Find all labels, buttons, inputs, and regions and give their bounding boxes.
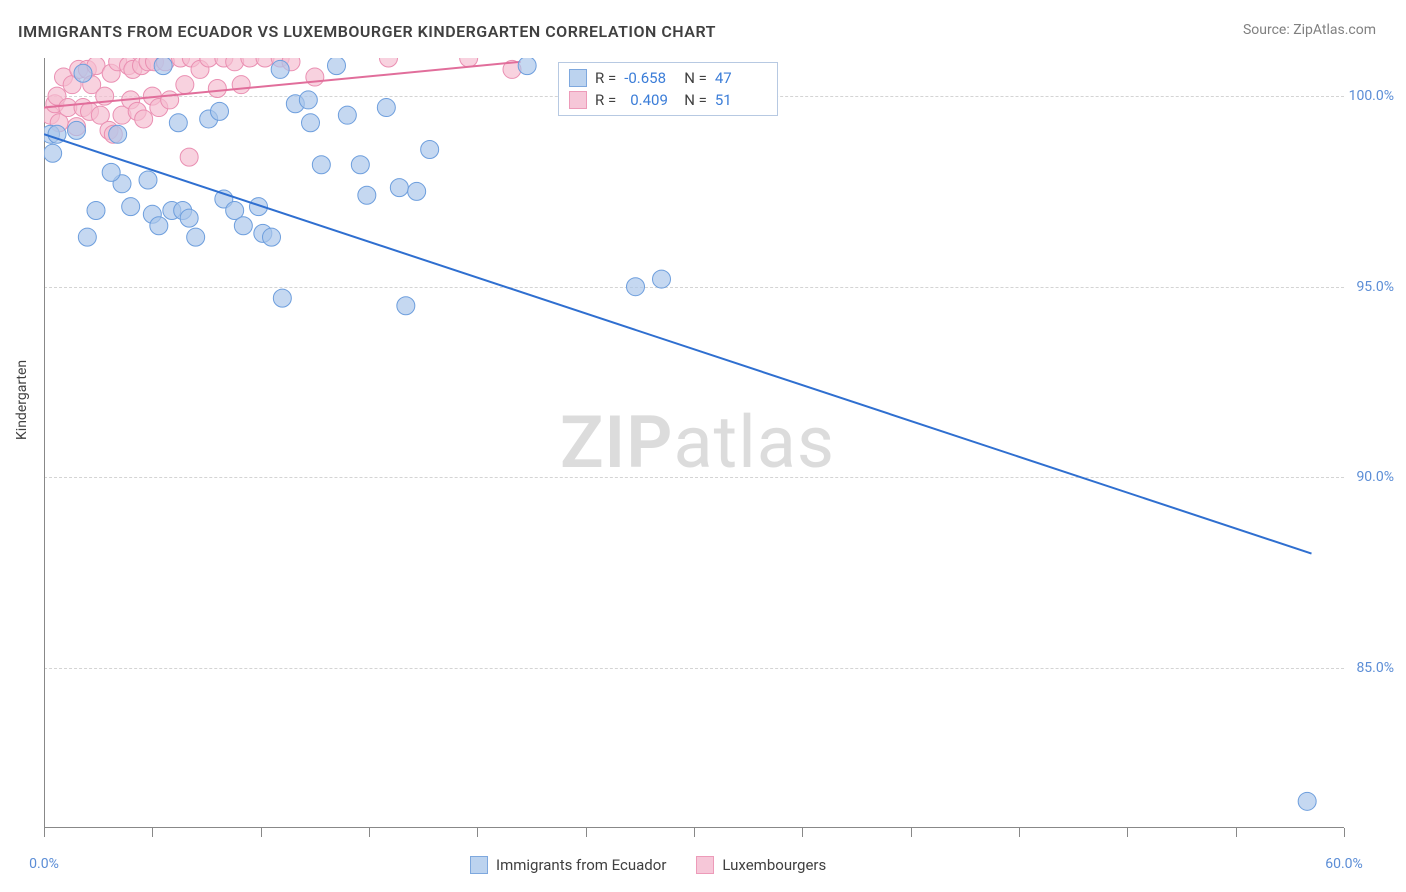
x-tick	[261, 828, 262, 837]
legend-item-blue: Immigrants from Ecuador	[470, 856, 666, 874]
legend-label-blue: Immigrants from Ecuador	[496, 856, 666, 874]
stats-row-blue: R = -0.658 N = 47	[569, 67, 767, 89]
marker-blue	[44, 144, 62, 162]
legend-swatch-pink	[696, 856, 714, 874]
x-tick	[694, 828, 695, 837]
source-prefix: Source:	[1243, 22, 1293, 38]
x-tick	[152, 828, 153, 837]
r-value-pink: 0.409	[624, 89, 676, 111]
n-label-pink: N =	[684, 89, 707, 111]
marker-pink	[135, 110, 153, 128]
bottom-legend: Immigrants from Ecuador Luxembourgers	[470, 856, 826, 874]
legend-item-pink: Luxembourgers	[696, 856, 826, 874]
marker-blue	[421, 140, 439, 158]
marker-blue	[154, 58, 172, 75]
y-tick-label: 90.0%	[1356, 469, 1394, 485]
source-link[interactable]: ZipAtlas.com	[1293, 22, 1376, 38]
marker-blue	[328, 58, 346, 75]
x-tick	[1236, 828, 1237, 837]
marker-blue	[234, 217, 252, 235]
stats-row-pink: R = 0.409 N = 51	[569, 89, 767, 111]
marker-blue	[122, 198, 140, 216]
legend-swatch-blue	[470, 856, 488, 874]
marker-blue	[377, 99, 395, 117]
y-axis-label: Kindergarten	[14, 360, 30, 440]
marker-blue	[271, 60, 289, 78]
marker-pink	[232, 76, 250, 94]
marker-pink	[208, 79, 226, 97]
n-value-blue: 47	[715, 67, 767, 89]
n-value-pink: 51	[715, 89, 767, 111]
n-label-blue: N =	[684, 67, 707, 89]
chart-container: IMMIGRANTS FROM ECUADOR VS LUXEMBOURGER …	[0, 0, 1406, 892]
x-tick	[1019, 828, 1020, 837]
chart-title: IMMIGRANTS FROM ECUADOR VS LUXEMBOURGER …	[18, 22, 716, 41]
swatch-blue	[569, 69, 587, 87]
marker-pink	[180, 148, 198, 166]
marker-blue	[150, 217, 168, 235]
marker-blue	[211, 102, 229, 120]
x-tick	[369, 828, 370, 837]
marker-blue	[139, 171, 157, 189]
marker-blue	[187, 228, 205, 246]
y-tick-label: 85.0%	[1356, 660, 1394, 676]
x-tick	[586, 828, 587, 837]
marker-blue	[518, 58, 536, 75]
r-label-pink: R =	[595, 89, 616, 111]
marker-blue	[68, 121, 86, 139]
marker-blue	[180, 209, 198, 227]
r-label-blue: R =	[595, 67, 616, 89]
swatch-pink	[569, 91, 587, 109]
r-value-blue: -0.658	[624, 67, 676, 89]
y-tick-label: 100.0%	[1349, 88, 1394, 104]
marker-blue	[263, 228, 281, 246]
marker-blue	[338, 106, 356, 124]
marker-blue	[408, 182, 426, 200]
marker-blue	[390, 179, 408, 197]
x-tick	[44, 828, 45, 837]
marker-blue	[358, 186, 376, 204]
marker-pink	[176, 76, 194, 94]
marker-blue	[351, 156, 369, 174]
marker-pink	[161, 91, 179, 109]
marker-blue	[302, 114, 320, 132]
x-tick	[802, 828, 803, 837]
scatter-plot	[44, 58, 1344, 828]
legend-label-pink: Luxembourgers	[722, 856, 826, 874]
marker-blue	[78, 228, 96, 246]
marker-blue	[74, 64, 92, 82]
source-attribution: Source: ZipAtlas.com	[1243, 22, 1376, 38]
marker-blue	[87, 201, 105, 219]
marker-pink	[306, 68, 324, 86]
stats-legend-box: R = -0.658 N = 47 R = 0.409 N = 51	[558, 62, 778, 116]
x-tick	[1127, 828, 1128, 837]
trendline-blue	[44, 134, 1312, 553]
marker-blue	[627, 278, 645, 296]
marker-blue	[169, 114, 187, 132]
x-tick-label: 0.0%	[29, 856, 59, 872]
marker-pink	[380, 58, 398, 67]
marker-blue	[397, 297, 415, 315]
x-tick	[477, 828, 478, 837]
x-tick	[1344, 828, 1345, 837]
marker-blue	[273, 289, 291, 307]
marker-blue	[109, 125, 127, 143]
x-tick-label: 60.0%	[1325, 856, 1363, 872]
marker-blue	[299, 91, 317, 109]
marker-blue	[653, 270, 671, 288]
y-tick-label: 95.0%	[1356, 279, 1394, 295]
x-tick	[911, 828, 912, 837]
marker-blue	[1298, 792, 1316, 810]
marker-blue	[312, 156, 330, 174]
marker-blue	[102, 163, 120, 181]
